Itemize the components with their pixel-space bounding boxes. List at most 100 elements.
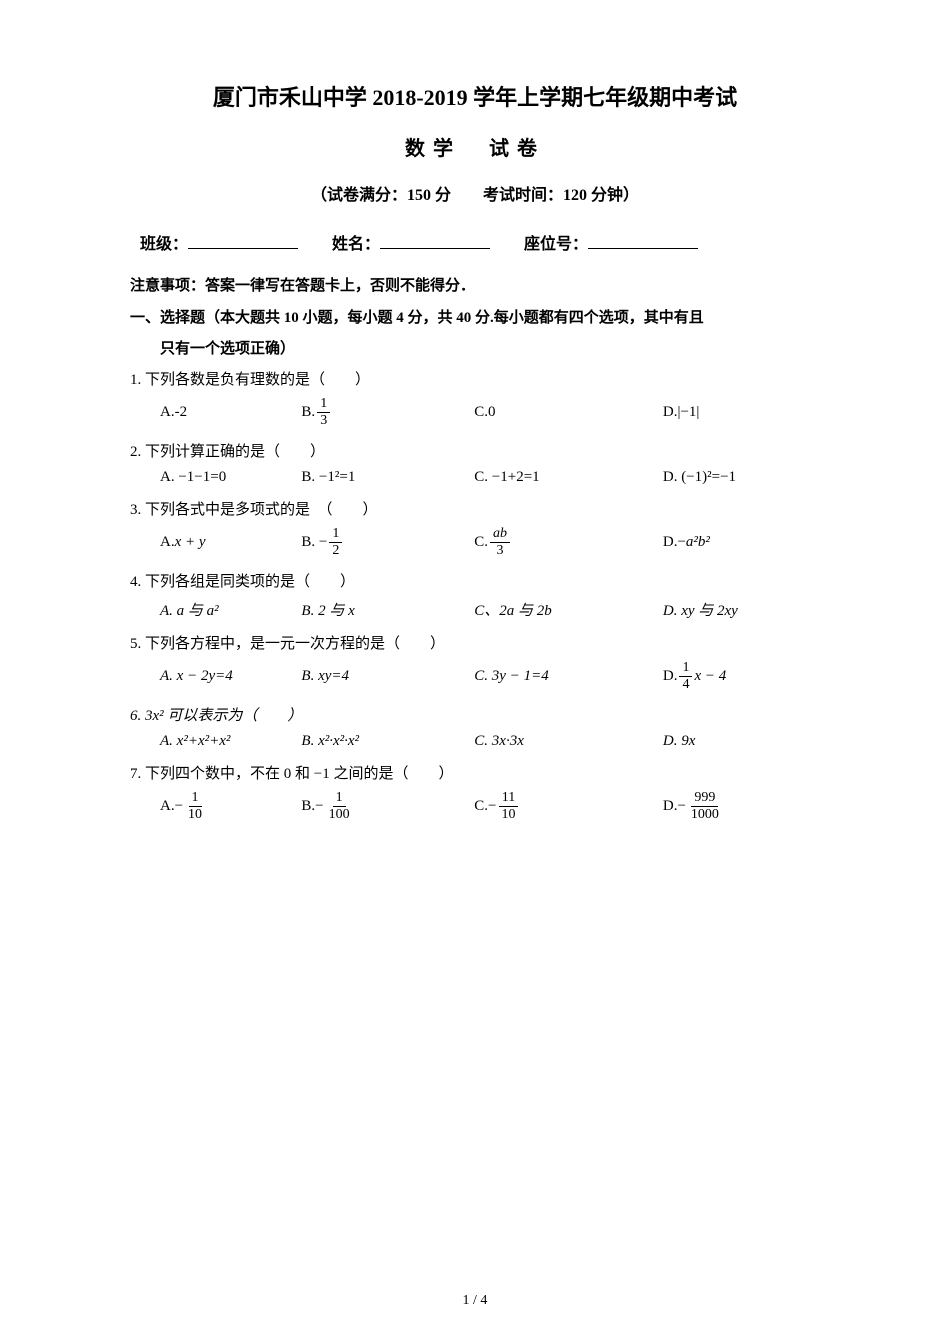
main-title: 厦门市禾山中学 2018-2019 学年上学期七年级期中考试 [130,80,820,112]
q7-b-den: 100 [326,807,353,822]
q5-text: 5. 下列各方程中，是一元一次方程的是（ ） [130,632,820,653]
q2-option-d: D. (−1)²=−1 [663,469,820,486]
q3-c-den: 3 [494,543,507,558]
q7-d-fraction: 999 1000 [688,791,722,822]
q5-option-c: C. 3y − 1=4 [474,668,663,685]
q7-c-num: 11 [499,791,518,807]
q2-option-c: C. −1+2=1 [474,469,663,486]
q2-option-a: A. −1−1=0 [160,469,301,486]
q7-b-num: 1 [333,791,346,807]
q2-options: A. −1−1=0 B. −1²=1 C. −1+2=1 D. (−1)²=−1 [130,469,820,486]
q3-c-num: ab [490,527,510,543]
q7-a-fraction: 1 10 [185,791,205,822]
q1-b-num: 1 [317,397,330,413]
q2-option-b: B. −1²=1 [301,469,474,486]
name-label: 姓名： [332,236,380,253]
q6-options: A. x²+x²+x² B. x²·x²·x² C. 3x·3x D. 9x [130,733,820,750]
q4-option-b: B. 2 与 x [301,599,474,620]
q3-d-prefix: D.− [663,534,686,551]
q5-d-num: 1 [679,661,692,677]
q5-option-b: B. xy=4 [301,668,474,685]
student-info-row: 班级： 姓名： 座位号： [130,230,820,254]
q7-text: 7. 下列四个数中，不在 0 和 −1 之间的是（ ） [130,762,820,783]
q3-b-prefix: B. − [301,534,327,551]
q7-c-prefix: C.− [474,798,496,815]
question-4: 4. 下列各组是同类项的是（ ） A. a 与 a² B. 2 与 x C、2a… [130,570,820,620]
q3-c-prefix: C. [474,534,488,551]
q4-text: 4. 下列各组是同类项的是（ ） [130,570,820,591]
q3-option-c: C. ab 3 [474,527,663,558]
q7-d-prefix: D.− [663,798,686,815]
q4-option-d: D. xy 与 2xy [663,599,820,620]
q1-text: 1. 下列各数是负有理数的是（ ） [130,368,820,389]
q5-option-a: A. x − 2y=4 [160,668,301,685]
q7-d-den: 1000 [688,807,722,822]
q5-d-den: 4 [679,677,692,692]
exam-info: （试卷满分：150 分 考试时间：120 分钟） [130,181,820,205]
q3-options: A. x + y B. − 1 2 C. ab 3 D.− a²b² [130,527,820,558]
q3-a-expr: x + y [175,534,206,551]
q4-options: A. a 与 a² B. 2 与 x C、2a 与 2b D. xy 与 2xy [130,599,820,620]
q1-options: A.-2 B. 1 3 C.0 D.|−1| [130,397,820,428]
page-number: 1 / 4 [0,1293,950,1309]
question-7: 7. 下列四个数中，不在 0 和 −1 之间的是（ ） A.− 1 10 B.−… [130,762,820,822]
q6-text: 6. 3x² 可以表示为（ ） [130,704,820,725]
q1-b-fraction: 1 3 [317,397,330,428]
q7-a-den: 10 [185,807,205,822]
question-1: 1. 下列各数是负有理数的是（ ） A.-2 B. 1 3 C.0 D.|−1| [130,368,820,428]
name-blank [380,248,490,249]
q4-option-a: A. a 与 a² [160,599,301,620]
class-label: 班级： [140,236,188,253]
seat-blank [588,248,698,249]
q6-option-c: C. 3x·3x [474,733,663,750]
q3-d-expr: a²b² [686,534,710,551]
q2-text: 2. 下列计算正确的是（ ） [130,440,820,461]
q3-c-fraction: ab 3 [490,527,510,558]
question-5: 5. 下列各方程中，是一元一次方程的是（ ） A. x − 2y=4 B. xy… [130,632,820,692]
q3-option-a: A. x + y [160,534,301,551]
q7-d-num: 999 [691,791,718,807]
q5-d-fraction: 1 4 [679,661,692,692]
q7-c-den: 10 [499,807,519,822]
q1-option-d: D.|−1| [663,404,820,421]
q6-option-a: A. x²+x²+x² [160,733,301,750]
q3-b-den: 2 [329,543,342,558]
q3-b-num: 1 [329,527,342,543]
class-blank [188,248,298,249]
q3-option-b: B. − 1 2 [301,527,474,558]
section1-header-line1: 一、选择题（本大题共 10 小题，每小题 4 分，共 40 分.每小题都有四个选… [130,305,820,332]
q1-option-c: C.0 [474,404,663,421]
q7-c-fraction: 11 10 [499,791,519,822]
q1-b-prefix: B. [301,404,315,421]
q1-option-a: A.-2 [160,404,301,421]
question-2: 2. 下列计算正确的是（ ） A. −1−1=0 B. −1²=1 C. −1+… [130,440,820,486]
q6-option-d: D. 9x [663,733,820,750]
q7-option-b: B.− 1 100 [301,791,474,822]
q7-a-prefix: A.− [160,798,183,815]
seat-label: 座位号： [524,236,588,253]
q7-a-num: 1 [189,791,202,807]
sub-title: 数学 试卷 [130,132,820,161]
notice-text: 注意事项：答案一律写在答题卡上，否则不能得分． [130,274,820,295]
q7-options: A.− 1 10 B.− 1 100 C.− 11 10 [130,791,820,822]
q1-b-den: 3 [317,413,330,428]
q4-option-c: C、2a 与 2b [474,599,663,620]
q7-b-prefix: B.− [301,798,323,815]
q3-a-prefix: A. [160,534,175,551]
q5-option-d: D. 1 4 x − 4 [663,661,820,692]
q3-text: 3. 下列各式中是多项式的是 （ ） [130,498,820,519]
q7-option-d: D.− 999 1000 [663,791,820,822]
q7-option-a: A.− 1 10 [160,791,301,822]
q5-options: A. x − 2y=4 B. xy=4 C. 3y − 1=4 D. 1 4 x… [130,661,820,692]
section1-header-line2: 只有一个选项正确） [130,337,820,358]
question-3: 3. 下列各式中是多项式的是 （ ） A. x + y B. − 1 2 C. … [130,498,820,558]
question-6: 6. 3x² 可以表示为（ ） A. x²+x²+x² B. x²·x²·x² … [130,704,820,750]
q5-d-prefix: D. [663,668,678,685]
q3-option-d: D.− a²b² [663,534,820,551]
q3-b-fraction: 1 2 [329,527,342,558]
q7-option-c: C.− 11 10 [474,791,663,822]
q6-option-b: B. x²·x²·x² [301,733,474,750]
q7-b-fraction: 1 100 [326,791,353,822]
q1-option-b: B. 1 3 [301,397,474,428]
q5-d-suffix: x − 4 [694,668,726,685]
